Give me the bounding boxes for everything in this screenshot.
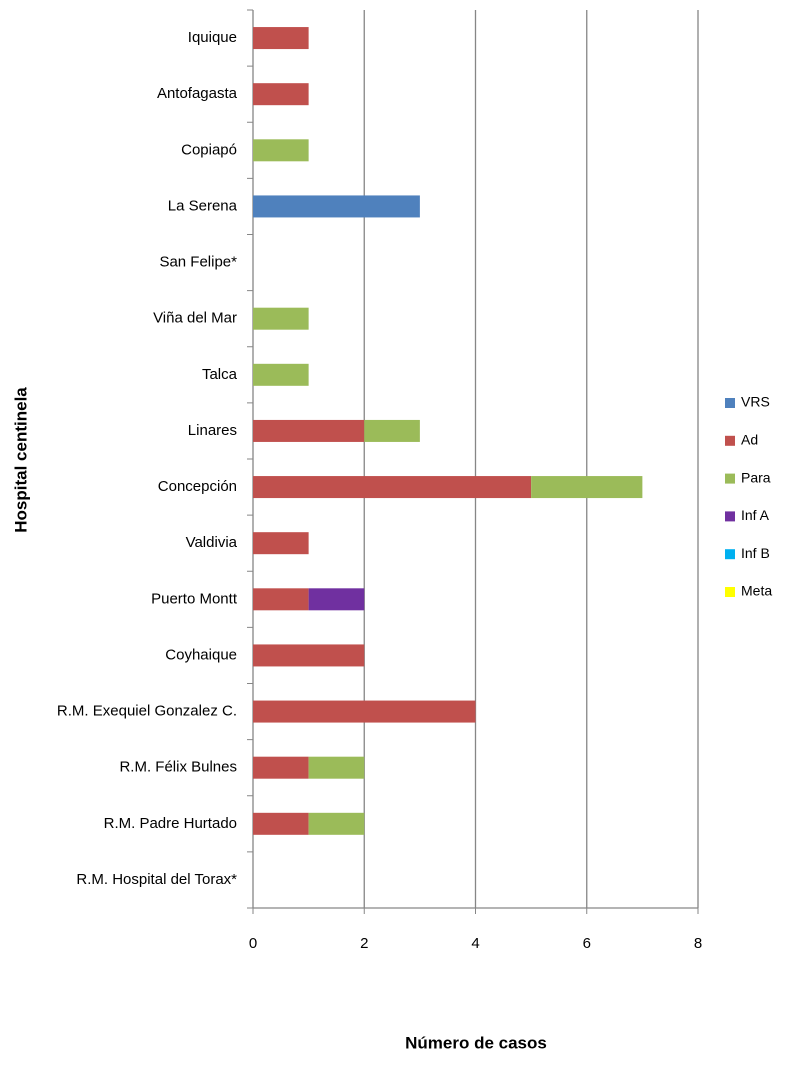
- bar-segment: [253, 195, 420, 218]
- bar-segment: [253, 27, 309, 50]
- x-axis-title: Número de casos: [405, 1033, 547, 1052]
- y-tick-label: R.M. Exequiel Gonzalez C.: [57, 703, 237, 720]
- bar-segment: [308, 756, 365, 779]
- legend-label: Inf A: [741, 507, 770, 523]
- bar-segment: [253, 476, 532, 499]
- bar-segment: [253, 644, 365, 667]
- y-tick-label: Valdivia: [186, 534, 238, 551]
- y-tick-label: Copiapó: [181, 141, 237, 158]
- bar-segment: [253, 756, 309, 779]
- legend-swatch: [725, 435, 735, 446]
- y-tick-label: Puerto Montt: [151, 590, 238, 607]
- x-tick-label: 8: [694, 935, 702, 952]
- y-tick-label: Viña del Mar: [153, 310, 237, 327]
- x-tick-label: 2: [360, 935, 368, 952]
- legend-swatch: [725, 549, 735, 560]
- y-tick-label: R.M. Hospital del Torax*: [76, 871, 237, 888]
- bar-segment: [253, 83, 309, 106]
- legend-label: Ad: [741, 432, 758, 448]
- y-tick-label: Antofagasta: [157, 85, 238, 102]
- bar-segment: [253, 812, 309, 835]
- bar-segment: [253, 363, 309, 386]
- legend-label: VRS: [741, 394, 770, 410]
- y-tick-label: R.M. Félix Bulnes: [119, 759, 237, 776]
- bar-segment: [308, 588, 365, 611]
- y-tick-label: Iquique: [188, 29, 237, 46]
- legend-label: Meta: [741, 583, 772, 599]
- y-tick-label: La Serena: [168, 197, 238, 214]
- bar-segment: [253, 419, 365, 442]
- bar-segment: [253, 700, 476, 723]
- bar-segment: [364, 419, 420, 442]
- bar-segment: [308, 812, 365, 835]
- bar-segment: [531, 476, 643, 499]
- bar-segment: [253, 532, 309, 555]
- x-tick-label: 0: [249, 935, 257, 952]
- legend-swatch: [725, 473, 735, 484]
- y-tick-label: Linares: [188, 422, 237, 439]
- legend-swatch: [725, 587, 735, 597]
- bar-segment: [253, 588, 309, 611]
- y-tick-label: Coyhaique: [165, 646, 237, 663]
- legend-swatch: [725, 511, 735, 522]
- legend-label: Para: [741, 469, 771, 485]
- y-tick-label: Concepción: [158, 478, 237, 495]
- x-tick-label: 6: [583, 935, 591, 952]
- bar-segment: [253, 307, 309, 330]
- legend-label: Inf B: [741, 545, 770, 561]
- bar-segment: [253, 139, 309, 162]
- y-tick-label: San Felipe*: [159, 254, 237, 271]
- x-tick-label: 4: [471, 935, 479, 952]
- y-tick-label: R.M. Padre Hurtado: [104, 815, 237, 832]
- legend-swatch: [725, 398, 735, 408]
- y-axis-title: Hospital centinela: [11, 387, 30, 533]
- y-tick-label: Talca: [202, 366, 238, 383]
